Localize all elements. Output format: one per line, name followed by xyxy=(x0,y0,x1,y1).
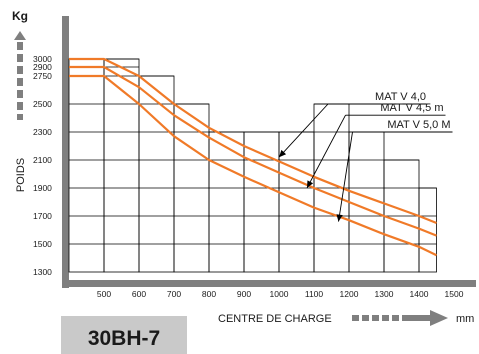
x-arrow-icon xyxy=(352,310,448,326)
model-badge-label: 30BH-7 xyxy=(88,327,160,350)
y-arrow-icon xyxy=(14,31,26,120)
leader-arrowhead xyxy=(307,180,314,188)
x-tick-label: 1000 xyxy=(270,289,289,299)
x-tick-label: 500 xyxy=(97,289,111,299)
y-tick-label: 2100 xyxy=(33,155,52,165)
x-axis-title: CENTRE DE CHARGE xyxy=(218,313,332,325)
series-line-1 xyxy=(69,57,437,225)
y-tick-label: 3000 xyxy=(33,54,52,64)
leader-line xyxy=(278,103,329,158)
leader-arrowhead xyxy=(279,149,287,158)
chart-frame xyxy=(62,16,476,288)
leader-arrowhead xyxy=(336,214,343,222)
x-tick-label: 1300 xyxy=(375,289,394,299)
x-tick-label: 1100 xyxy=(305,289,324,299)
grid-column xyxy=(68,58,105,273)
x-tick-label: 1500 xyxy=(445,289,464,299)
series-line-2 xyxy=(69,65,437,237)
y-tick-label: 2300 xyxy=(33,127,52,137)
x-axis-bar xyxy=(62,280,476,287)
x-tick-label: 1200 xyxy=(340,289,359,299)
y-tick-label: 1900 xyxy=(33,183,52,193)
x-tick-label: 700 xyxy=(167,289,181,299)
capacity-curves xyxy=(69,57,437,257)
series-line-3 xyxy=(69,74,437,257)
leader-line xyxy=(306,114,346,189)
series-label: MAT V 5,0 M xyxy=(387,119,450,131)
x-tick-label: 900 xyxy=(237,289,251,299)
y-tick-label: 2500 xyxy=(33,99,52,109)
leader-line xyxy=(338,131,353,222)
y-axis-bar xyxy=(62,16,69,288)
y-unit-label: Kg xyxy=(12,9,28,23)
tick-labels: 1300 1500 1700 1900 2100 2300 2500 275029003000… xyxy=(33,54,464,299)
x-tick-label: 600 xyxy=(132,289,146,299)
y-tick-label: 1300 xyxy=(33,267,52,277)
x-unit-label: mm xyxy=(456,313,474,325)
y-axis-title: POIDS xyxy=(15,158,27,192)
y-tick-label: 2900 xyxy=(33,62,52,72)
series-label: MAT V 4,0 xyxy=(375,91,426,103)
y-tick-label: 1500 xyxy=(33,239,52,249)
x-tick-label: 1400 xyxy=(410,289,429,299)
series-label: MAT V 4,5 m xyxy=(380,102,443,114)
y-tick-label: 2750 xyxy=(33,71,52,81)
grid-column xyxy=(138,75,175,273)
x-tick-label: 800 xyxy=(202,289,216,299)
y-tick-label: 1700 xyxy=(33,211,52,221)
model-badge xyxy=(61,316,187,354)
